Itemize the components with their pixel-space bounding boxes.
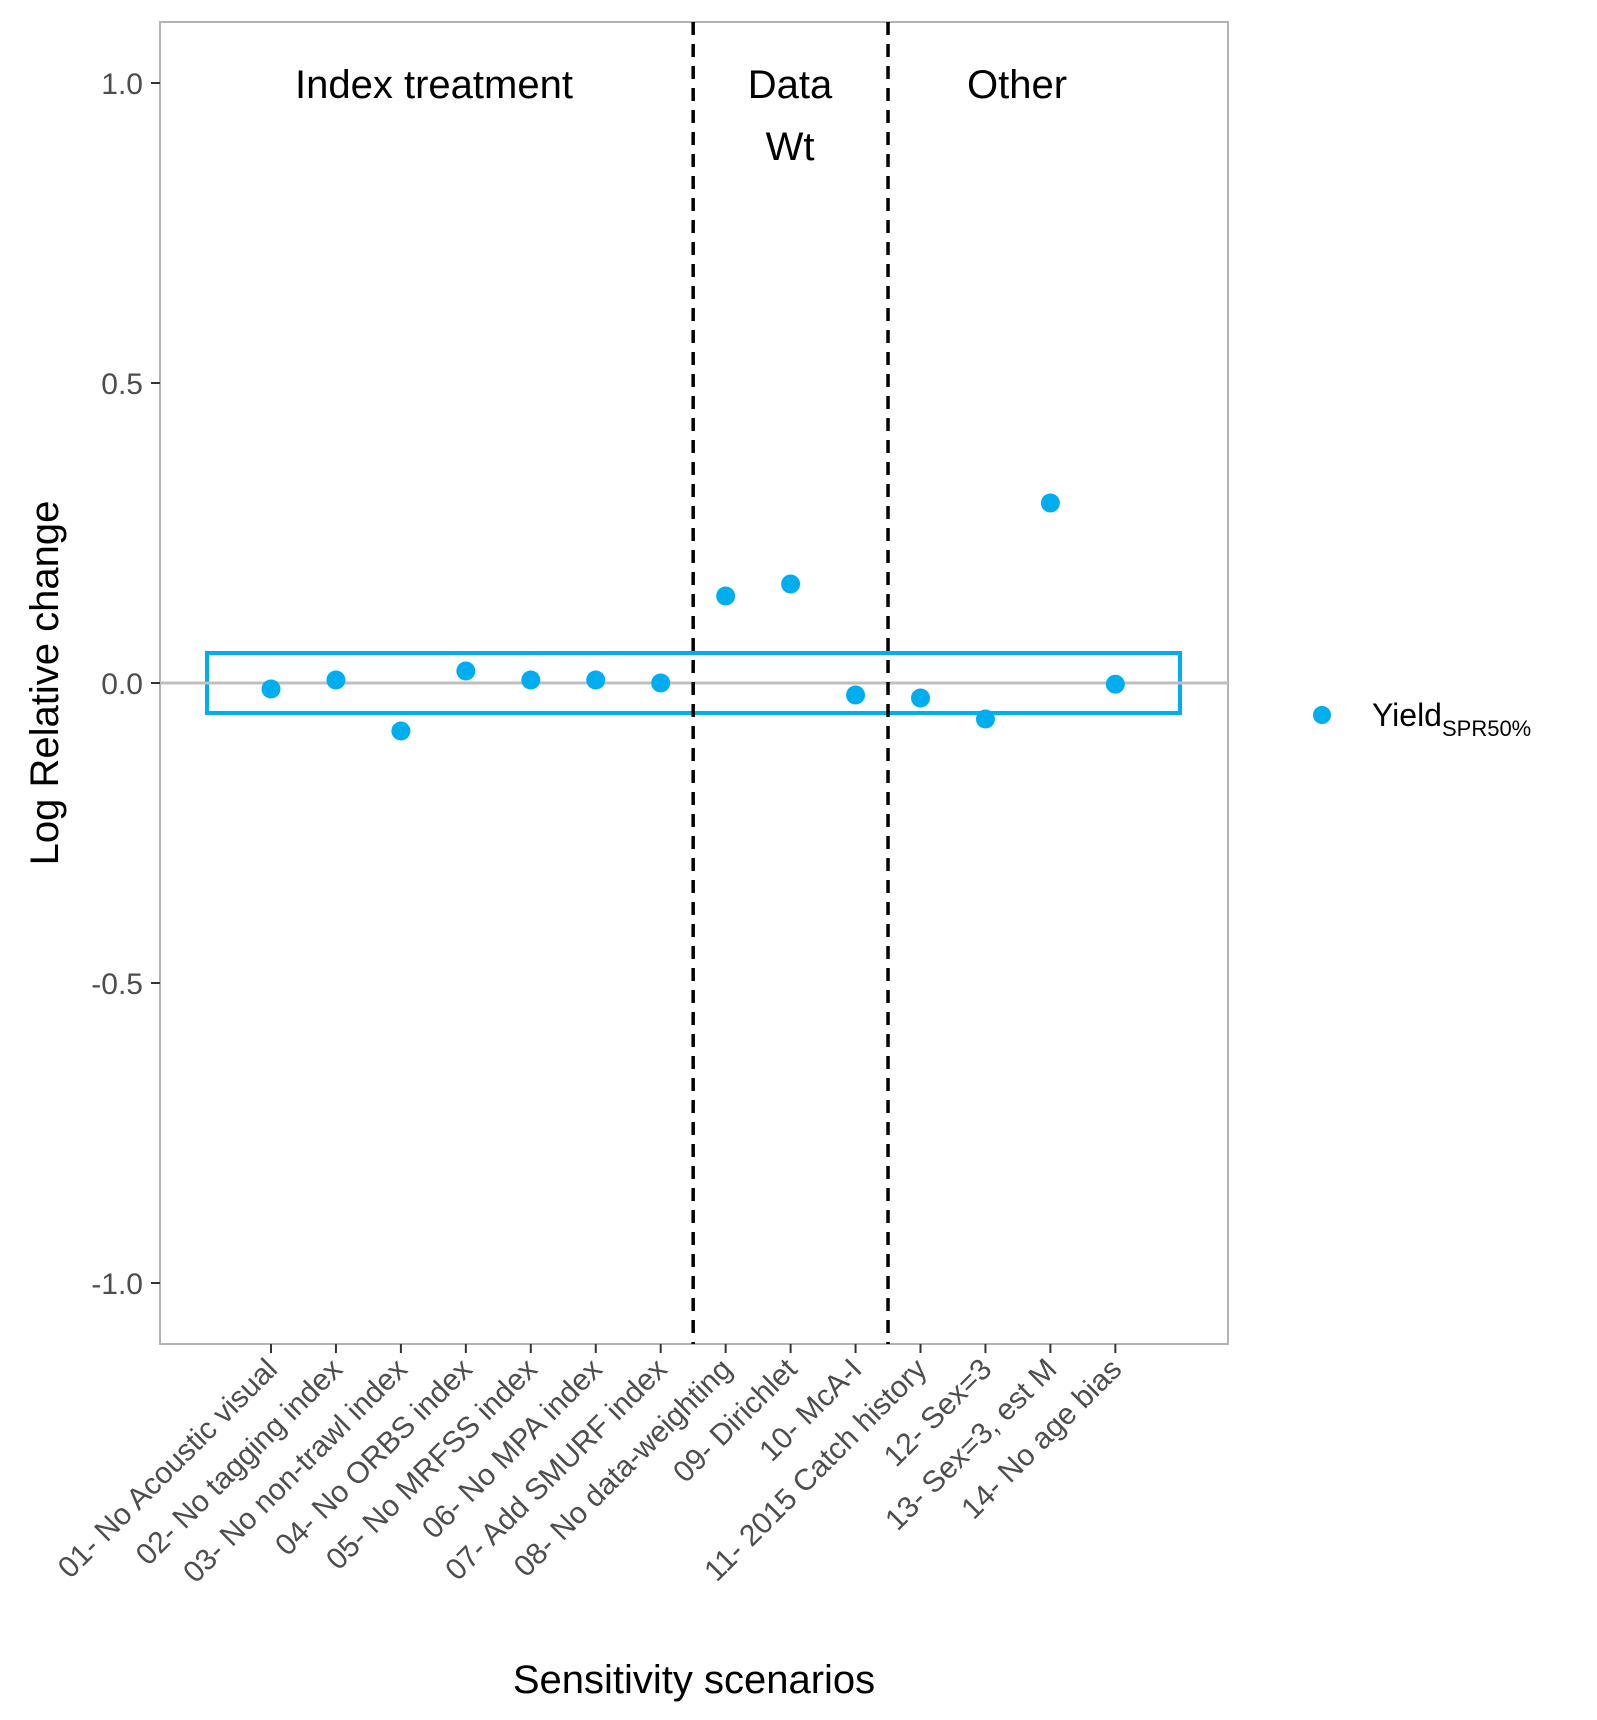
x-axis-title: Sensitivity scenarios xyxy=(513,1658,875,1702)
legend-label: YieldSPR50% xyxy=(1372,697,1531,741)
y-tick-label: 0.5 xyxy=(101,368,143,401)
data-point xyxy=(456,661,476,681)
data-point xyxy=(1040,493,1060,513)
y-tick-label: 0.0 xyxy=(101,668,143,701)
data-point xyxy=(586,670,606,690)
group-label-2: Data Wt xyxy=(748,63,833,169)
data-point xyxy=(975,709,995,729)
group-labels: Index treatment Data Wt Other xyxy=(295,63,1067,169)
legend-series-name: Yield xyxy=(1372,697,1442,733)
data-point xyxy=(716,586,736,606)
y-axis-title: Log Relative change xyxy=(23,501,67,866)
data-point xyxy=(391,721,411,741)
group-label-line: Index treatment xyxy=(295,63,573,107)
data-point xyxy=(846,685,866,705)
legend-series-subscript: SPR50% xyxy=(1442,716,1531,741)
y-tick-label: -0.5 xyxy=(91,968,143,1001)
data-point xyxy=(911,688,930,708)
data-points xyxy=(261,493,1125,741)
data-point xyxy=(521,670,541,690)
y-tick-label: 1.0 xyxy=(101,68,143,101)
group-label-3: Other xyxy=(967,63,1067,107)
data-point xyxy=(261,679,281,699)
data-point xyxy=(326,670,346,690)
data-point xyxy=(1105,674,1125,694)
group-label-line: Wt xyxy=(766,125,815,169)
group-label-line: Other xyxy=(967,63,1067,107)
group-label-line: Data xyxy=(748,63,833,107)
y-axis: 1.0 0.5 0.0 -0.5 -1.0 xyxy=(91,68,160,1301)
group-dividers xyxy=(691,22,890,1344)
group-label-1: Index treatment xyxy=(295,63,573,107)
legend-marker xyxy=(1313,706,1331,724)
y-tick-label: -1.0 xyxy=(91,1268,143,1301)
legend: YieldSPR50% xyxy=(1313,697,1531,741)
data-point xyxy=(651,673,671,693)
data-point xyxy=(781,574,801,594)
